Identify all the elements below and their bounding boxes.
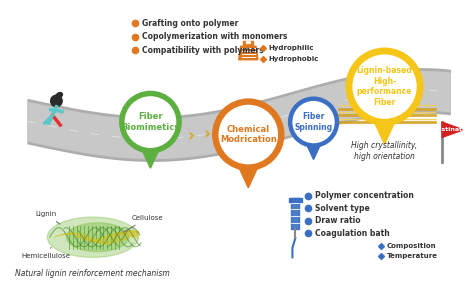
Polygon shape — [239, 46, 258, 60]
Text: Temperature: Temperature — [386, 253, 438, 259]
Text: Fiber
Biomimetics: Fiber Biomimetics — [121, 112, 180, 132]
Circle shape — [293, 102, 334, 143]
Circle shape — [289, 97, 338, 147]
Polygon shape — [362, 94, 408, 144]
Bar — [292, 198, 299, 229]
Text: Solvent type: Solvent type — [315, 204, 369, 213]
Text: Coagulation bath: Coagulation bath — [315, 229, 389, 238]
Text: High crystallinity,
high orientation: High crystallinity, high orientation — [352, 141, 418, 161]
Text: Grafting onto polymer: Grafting onto polymer — [142, 19, 238, 28]
Text: Natural lignin reinforcement mechanism: Natural lignin reinforcement mechanism — [16, 269, 170, 279]
Text: Draw ratio: Draw ratio — [315, 216, 360, 226]
Polygon shape — [227, 142, 270, 188]
Ellipse shape — [56, 93, 63, 98]
Circle shape — [346, 48, 423, 125]
Text: ›: › — [204, 125, 210, 143]
Circle shape — [353, 55, 416, 118]
Text: Chemical
Modrication: Chemical Modrication — [220, 125, 277, 144]
Text: Lignin: Lignin — [35, 211, 60, 224]
Text: Hydrophilic: Hydrophilic — [268, 45, 314, 51]
Circle shape — [125, 97, 175, 147]
Text: Copolymerization with monomers: Copolymerization with monomers — [142, 32, 287, 41]
Text: ›: › — [187, 128, 194, 145]
Circle shape — [213, 99, 284, 170]
Text: Lignin-based
High-
performance
Fiber: Lignin-based High- performance Fiber — [356, 67, 412, 107]
Text: Hemicellulose: Hemicellulose — [21, 247, 70, 259]
Circle shape — [120, 91, 181, 153]
Text: Hydrophobic: Hydrophobic — [268, 56, 319, 62]
Polygon shape — [299, 127, 328, 160]
Text: Cellulose: Cellulose — [124, 215, 163, 232]
Text: Fiber
Spinning: Fiber Spinning — [294, 112, 333, 132]
Circle shape — [51, 95, 62, 107]
Text: ›: › — [220, 122, 227, 140]
Text: Composition: Composition — [386, 243, 436, 249]
Text: Compatibility with polymers: Compatibility with polymers — [142, 46, 264, 55]
Bar — [244, 41, 253, 46]
Polygon shape — [132, 128, 169, 168]
Ellipse shape — [47, 217, 138, 258]
Bar — [289, 198, 302, 202]
Circle shape — [219, 105, 277, 164]
Text: Destination: Destination — [432, 127, 473, 132]
Polygon shape — [442, 122, 463, 137]
Ellipse shape — [66, 223, 129, 252]
Text: Polymer concentration: Polymer concentration — [315, 192, 413, 200]
